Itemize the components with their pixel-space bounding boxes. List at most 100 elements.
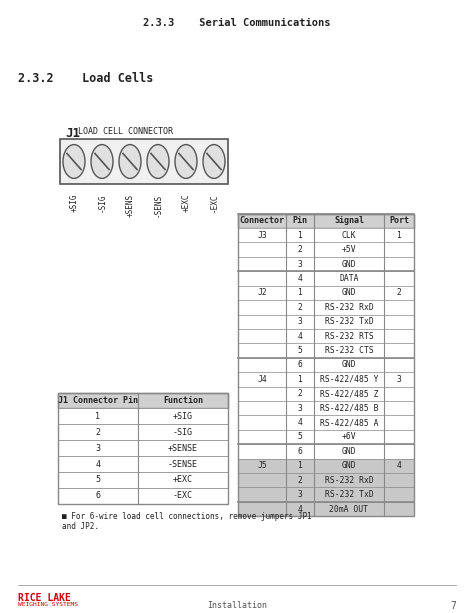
Text: RS-232 TxD: RS-232 TxD [325, 317, 374, 326]
Text: 2: 2 [95, 428, 100, 437]
Text: 4: 4 [298, 332, 302, 341]
Bar [58, 408, 228, 424]
Text: 3: 3 [298, 259, 302, 268]
Ellipse shape [175, 145, 197, 178]
Text: 2: 2 [298, 303, 302, 312]
Text: +6V: +6V [342, 433, 356, 441]
Text: 4: 4 [298, 274, 302, 283]
Text: -SIG: -SIG [98, 194, 107, 212]
Text: 5: 5 [298, 346, 302, 355]
Bar [238, 314, 414, 329]
Text: 4: 4 [397, 462, 401, 470]
Text: 3: 3 [298, 404, 302, 413]
Bar [58, 424, 228, 440]
Text: Installation: Installation [207, 601, 267, 610]
Text: J1: J1 [65, 128, 80, 140]
Bar [238, 502, 414, 516]
Text: +SENS: +SENS [126, 194, 135, 217]
Text: 1: 1 [298, 462, 302, 470]
Bar [238, 473, 414, 487]
Bar [58, 392, 228, 504]
Bar [238, 416, 414, 430]
Text: RS-422/485 Y: RS-422/485 Y [320, 375, 378, 384]
Text: Signal: Signal [334, 216, 364, 226]
Text: 1: 1 [95, 412, 100, 421]
Bar [238, 257, 414, 272]
Text: +EXC: +EXC [182, 194, 191, 212]
Text: GND: GND [342, 360, 356, 370]
Ellipse shape [119, 145, 141, 178]
Text: LOAD CELL CONNECTOR: LOAD CELL CONNECTOR [78, 128, 173, 136]
Text: J2: J2 [257, 288, 267, 297]
Text: Pin: Pin [292, 216, 308, 226]
Bar [238, 387, 414, 401]
Text: 3: 3 [95, 444, 100, 452]
Text: 2.3.3    Serial Communications: 2.3.3 Serial Communications [143, 18, 331, 28]
Text: 2: 2 [397, 288, 401, 297]
Text: J4: J4 [257, 375, 267, 384]
Text: 5: 5 [95, 476, 100, 484]
Text: J3: J3 [257, 230, 267, 240]
Text: Function: Function [163, 396, 203, 405]
Bar [238, 343, 414, 358]
Ellipse shape [147, 145, 169, 178]
Text: J1 Connector Pin: J1 Connector Pin [58, 396, 138, 405]
Bar [238, 214, 414, 516]
Text: +5V: +5V [342, 245, 356, 254]
Bar [238, 228, 414, 243]
Bar [238, 459, 414, 473]
Text: 4: 4 [95, 460, 100, 468]
Bar [238, 286, 414, 300]
Text: ■ For 6-wire load cell connections, remove jumpers JP1
and JP2.: ■ For 6-wire load cell connections, remo… [62, 512, 312, 531]
Text: 5: 5 [298, 433, 302, 441]
Text: 2.3.2    Load Cells: 2.3.2 Load Cells [18, 72, 154, 85]
Text: 20mA OUT: 20mA OUT [329, 504, 368, 514]
Text: +SIG: +SIG [70, 194, 79, 212]
Text: RS-232 RxD: RS-232 RxD [325, 303, 374, 312]
Text: GND: GND [342, 259, 356, 268]
Ellipse shape [91, 145, 113, 178]
Text: RS-422/485 B: RS-422/485 B [320, 404, 378, 413]
Bar [238, 300, 414, 314]
Text: RS-422/485 Z: RS-422/485 Z [320, 389, 378, 398]
Text: RS-422/485 A: RS-422/485 A [320, 418, 378, 427]
Text: 7: 7 [450, 601, 456, 611]
Text: -SENS: -SENS [154, 194, 163, 217]
Text: RICE LAKE: RICE LAKE [18, 593, 71, 603]
Text: GND: GND [342, 462, 356, 470]
Text: 4: 4 [298, 504, 302, 514]
Text: WEIGHING SYSTEMS: WEIGHING SYSTEMS [18, 602, 78, 607]
Text: DATA: DATA [339, 274, 359, 283]
Text: Port: Port [389, 216, 409, 226]
Text: -SIG: -SIG [173, 428, 193, 437]
Text: RS-232 RxD: RS-232 RxD [325, 476, 374, 485]
Bar [58, 488, 228, 504]
Text: 1: 1 [397, 230, 401, 240]
Text: 2: 2 [298, 245, 302, 254]
Bar [58, 392, 228, 408]
Text: 1: 1 [298, 375, 302, 384]
Bar [238, 243, 414, 257]
Bar [238, 372, 414, 387]
Text: J5: J5 [257, 462, 267, 470]
Text: 6: 6 [95, 492, 100, 500]
Text: +SENSE: +SENSE [168, 444, 198, 452]
Text: +SIG: +SIG [173, 412, 193, 421]
Ellipse shape [203, 145, 225, 178]
Text: -SENSE: -SENSE [168, 460, 198, 468]
Text: 2: 2 [298, 476, 302, 485]
Text: RS-232 RTS: RS-232 RTS [325, 332, 374, 341]
Bar [60, 139, 228, 184]
Text: 6: 6 [298, 360, 302, 370]
Text: 3: 3 [397, 375, 401, 384]
Bar [238, 401, 414, 416]
Text: 3: 3 [298, 317, 302, 326]
Text: -EXC: -EXC [173, 492, 193, 500]
Text: RS-232 CTS: RS-232 CTS [325, 346, 374, 355]
Text: RS-232 TxD: RS-232 TxD [325, 490, 374, 499]
Bar [238, 430, 414, 444]
Bar [238, 329, 414, 343]
Text: +EXC: +EXC [173, 476, 193, 484]
Text: -EXC: -EXC [210, 194, 219, 212]
Bar [58, 440, 228, 456]
